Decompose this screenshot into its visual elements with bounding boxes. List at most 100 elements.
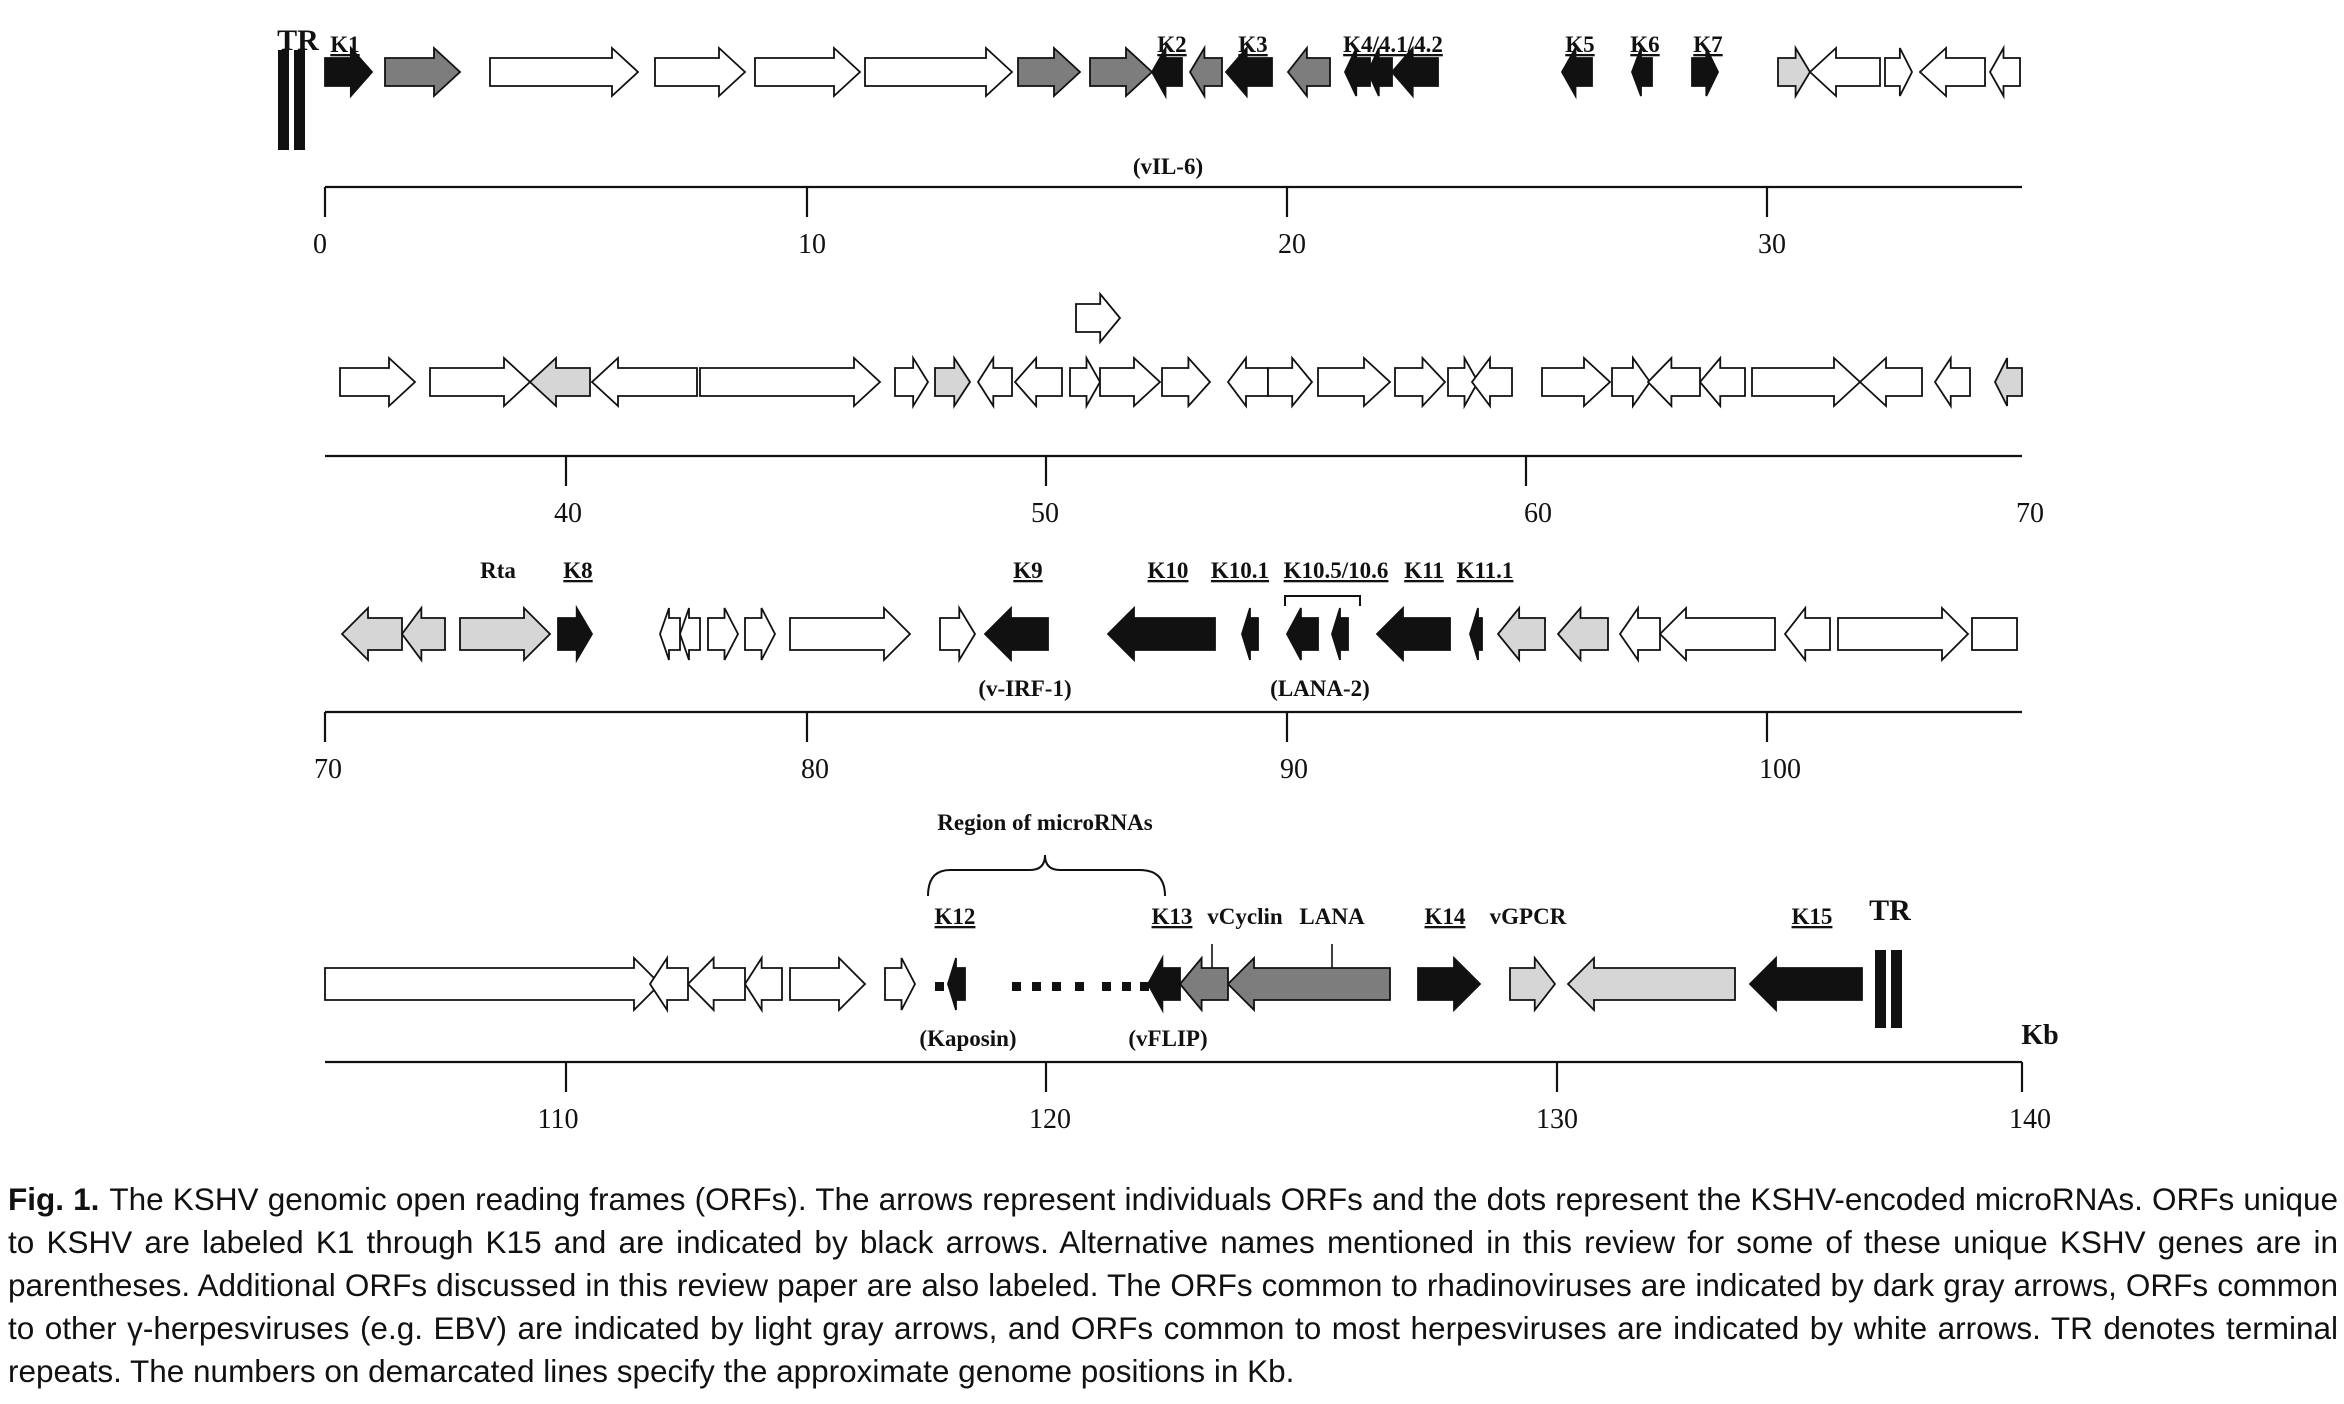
orf-arrow (1560, 44, 1593, 100)
orf-arrow (528, 355, 591, 409)
orf-arrow (1509, 955, 1557, 1013)
orf-label: K5 (1565, 32, 1594, 57)
orf-arrow (324, 955, 662, 1013)
orf-arrow (884, 957, 917, 1011)
orf-arrow (1106, 605, 1216, 663)
orf-label: K12 (935, 904, 976, 929)
orf-arrow (590, 355, 698, 409)
orf-arrow (1224, 45, 1273, 99)
orf-arrow (1150, 44, 1183, 100)
orf-arrow (1566, 955, 1736, 1013)
orf-label: K8 (563, 558, 592, 583)
orf-arrow (1344, 47, 1371, 97)
orf-label: K1 (330, 32, 359, 57)
alt-name-label: (vIL-6) (1133, 154, 1203, 179)
orf-arrow (1993, 357, 2023, 407)
orf-arrow (1884, 47, 1914, 97)
alt-name-label: (Kaposin) (919, 1026, 1016, 1051)
orf-arrow (1447, 354, 1480, 410)
axis-tick-label: 140 (2009, 1104, 2051, 1130)
orf-arrow (1317, 355, 1392, 409)
orf-arrow (789, 955, 867, 1013)
orf-label: K9 (1013, 558, 1042, 583)
orf-arrow (489, 45, 640, 99)
orf-label: Rta (480, 558, 516, 583)
orf-arrow (1470, 355, 1513, 409)
microrna-dot (1052, 982, 1061, 991)
orf-label: K10.1 (1211, 558, 1269, 583)
axis-tick-label: 130 (1536, 1104, 1578, 1130)
orf-arrow (976, 354, 1013, 410)
orf-label: LANA (1299, 904, 1365, 929)
orf-arrow (1698, 355, 1746, 409)
orf-arrow (1748, 955, 1863, 1013)
orf-arrow (654, 45, 747, 99)
orf-arrow (699, 355, 882, 409)
orf-label: K14 (1425, 904, 1466, 929)
orf-arrow (686, 955, 746, 1013)
microrna-dot (1032, 982, 1041, 991)
orf-arrow (1013, 355, 1063, 409)
tr-repeat-bar (1875, 950, 1886, 1028)
orf-arrow (1375, 605, 1451, 663)
orf-arrow (1751, 355, 1862, 409)
orf-arrow (1417, 955, 1482, 1013)
orf-arrow (1631, 47, 1653, 97)
orf-label: K10 (1148, 558, 1189, 583)
orf-label: K13 (1152, 904, 1193, 929)
bracket-k10-5 (1284, 595, 1361, 606)
orf-label: K4/4.1/4.2 (1343, 32, 1443, 57)
orf-arrow (1069, 354, 1102, 410)
alt-name-label: (LANA-2) (1270, 676, 1370, 701)
orf-arrow (1837, 605, 1970, 663)
kb-unit-label: Kb (2021, 1020, 2058, 1051)
axis-tick-label: 30 (1758, 229, 1786, 260)
orf-arrow (324, 45, 374, 99)
orf-arrow (1394, 355, 1447, 409)
orf-arrow (1658, 605, 1776, 663)
orf-arrow (947, 957, 966, 1011)
orf-arrow (648, 954, 689, 1014)
axis-tick-label: 50 (1031, 498, 1059, 529)
orf-arrow (1469, 607, 1483, 661)
axis-tick-label: 70 (2016, 498, 2044, 529)
orf-arrow (1783, 605, 1831, 663)
orf-arrow (1188, 44, 1223, 100)
orf-arrow (340, 605, 403, 663)
orf-label: vCyclin (1207, 904, 1283, 929)
genome-diagram: TR K1 K2 K3 K4/4.1/4.2 K5 K6 K7 (vIL-6) 0 10 20 30 40… (277, 24, 2059, 1130)
axis-tick-label: 120 (1029, 1104, 1071, 1130)
orf-arrow (459, 605, 552, 663)
orf-arrow (1390, 45, 1439, 99)
orf-label: vGPCR (1490, 904, 1567, 929)
alt-name-label: (v-IRF-1) (978, 676, 1071, 701)
orf-box (1971, 617, 2018, 651)
axis-tick-label: 20 (1278, 229, 1306, 260)
orf-arrow (1178, 955, 1229, 1013)
orf-label: K15 (1792, 904, 1833, 929)
figure-caption: Fig. 1. The KSHV genomic open reading fra… (8, 1178, 2338, 1393)
orf-arrow (939, 604, 977, 664)
orf-arrow (864, 45, 1014, 99)
orf-label: K2 (1157, 32, 1186, 57)
region-label: Region of microRNAs (937, 810, 1153, 835)
axis-tick-label: 110 (538, 1104, 579, 1130)
orf-arrow (1988, 44, 2021, 100)
axis-tick-label: 60 (1524, 498, 1552, 529)
orf-label: K6 (1630, 32, 1659, 57)
orf-arrow (1017, 45, 1082, 99)
axis-tick-label: 70 (314, 754, 342, 785)
orf-arrow (707, 607, 740, 661)
orf-arrow (557, 604, 594, 664)
orf-arrow (1089, 45, 1154, 99)
axis-tick-label: 0 (313, 229, 327, 260)
orf-arrow (1099, 355, 1162, 409)
orf-arrow (1226, 955, 1391, 1013)
orf-label: K10.5/10.6 (1284, 558, 1389, 583)
orf-arrow (339, 355, 417, 409)
axis-tick-label: 100 (1759, 754, 1801, 785)
axis-tick-label: 90 (1280, 754, 1308, 785)
microrna-dot (1140, 982, 1149, 991)
orf-label: K7 (1693, 32, 1722, 57)
orf-arrow (1556, 605, 1609, 663)
